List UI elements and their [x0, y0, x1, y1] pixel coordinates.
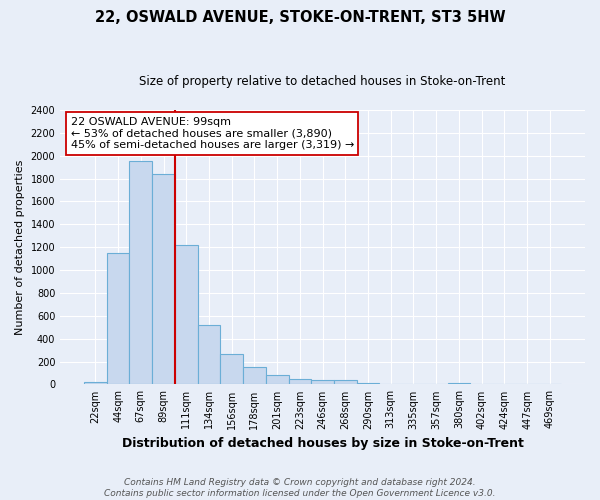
Text: 22 OSWALD AVENUE: 99sqm
← 53% of detached houses are smaller (3,890)
45% of semi: 22 OSWALD AVENUE: 99sqm ← 53% of detache… — [71, 117, 354, 150]
Bar — [266, 376, 289, 384]
Title: Size of property relative to detached houses in Stoke-on-Trent: Size of property relative to detached ho… — [139, 75, 506, 88]
Bar — [243, 368, 266, 384]
Bar — [334, 380, 356, 384]
Bar — [175, 245, 197, 384]
Y-axis label: Number of detached properties: Number of detached properties — [15, 160, 25, 335]
Bar — [84, 382, 107, 384]
Bar — [130, 162, 152, 384]
Text: 22, OSWALD AVENUE, STOKE-ON-TRENT, ST3 5HW: 22, OSWALD AVENUE, STOKE-ON-TRENT, ST3 5… — [95, 10, 505, 25]
Bar — [311, 380, 334, 384]
Bar — [289, 378, 311, 384]
X-axis label: Distribution of detached houses by size in Stoke-on-Trent: Distribution of detached houses by size … — [122, 437, 524, 450]
Bar — [152, 174, 175, 384]
Text: Contains HM Land Registry data © Crown copyright and database right 2024.
Contai: Contains HM Land Registry data © Crown c… — [104, 478, 496, 498]
Bar — [448, 382, 470, 384]
Bar — [107, 253, 130, 384]
Bar — [220, 354, 243, 384]
Bar — [197, 325, 220, 384]
